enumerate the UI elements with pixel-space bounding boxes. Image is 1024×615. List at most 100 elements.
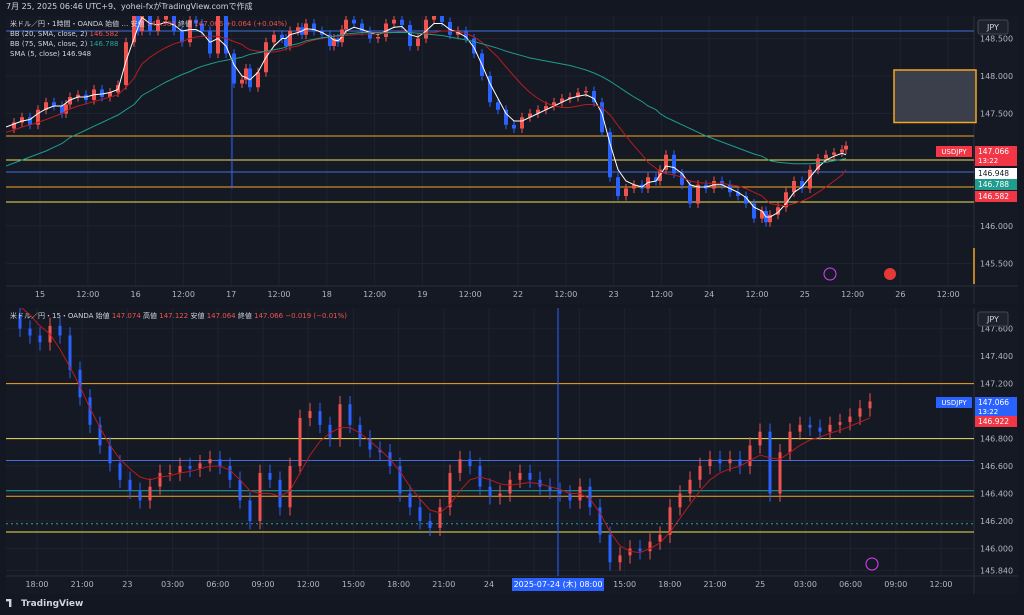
candle-body (520, 117, 524, 129)
legend-1h: 米ドル／円・1時間・OANDA 始値 … 安値 146.983 終値 147.0… (10, 19, 287, 59)
candle-body (188, 19, 192, 43)
candle-body (688, 479, 692, 494)
x-tick-label: 22 (513, 290, 523, 299)
tradingview-logo[interactable]: TradingView (6, 599, 83, 609)
price-label-bg (975, 397, 1017, 417)
x-tick-label: 12:00 (172, 290, 195, 299)
candle-body (552, 102, 556, 106)
candle-body (218, 459, 222, 467)
legend-ohlc-label: 始値 … 安値 (105, 20, 145, 28)
symbol-tag-label: USDJPY (941, 148, 967, 156)
candle-body (18, 314, 22, 329)
candle-body (248, 68, 252, 88)
candle-body (248, 500, 252, 522)
legend-open: 147.074 (111, 312, 141, 320)
candle-body (398, 466, 402, 494)
candle-body (844, 145, 848, 150)
candle-body (472, 38, 476, 54)
candle-body (788, 431, 792, 453)
price-label-bg (975, 179, 1017, 190)
candle-body (708, 459, 712, 467)
x-tick-label: 15:00 (613, 580, 636, 589)
price-label-value: 147.066 (978, 147, 1009, 156)
candle-body (118, 463, 122, 480)
chart-pane-15m[interactable]: 18:00 21:00 23 03:00 06:00 09:00 12:00 15:00 18:… (6, 308, 1018, 594)
candle-body (296, 27, 300, 31)
x-tick-label: 12:00 (363, 290, 386, 299)
candle-body (28, 117, 32, 125)
candle-body (78, 369, 82, 398)
symbol-tag-label: USDJPY (941, 399, 967, 407)
candle-body (378, 449, 382, 453)
candle-body (194, 19, 198, 24)
x-tick-label: 21:00 (703, 580, 726, 589)
candle-body (588, 486, 592, 508)
candle-body (338, 404, 342, 439)
candle-body (208, 459, 212, 464)
x-tick-label: 23 (609, 290, 619, 299)
x-tick-label: 12:00 (297, 580, 320, 589)
legend-high: 147.122 (159, 312, 189, 320)
candle-body (60, 106, 64, 114)
chart-svg-15m[interactable]: 18:00 21:00 23 03:00 06:00 09:00 12:00 15:00 18:… (6, 308, 1018, 594)
candle-body (440, 16, 444, 22)
chart-pane-1h[interactable]: 15 12:00 16 12:00 17 12:00 18 12:00 19 12:00 22 12:… (6, 16, 1018, 304)
candle-body (680, 173, 684, 185)
candle-body (868, 401, 872, 409)
candle-body (88, 397, 92, 425)
candle-body (344, 19, 348, 30)
candle-body (600, 102, 604, 133)
candle-body (648, 541, 652, 552)
price-label-value: 147.066 (978, 398, 1009, 407)
candle-body (798, 424, 802, 432)
candle-body (678, 493, 682, 508)
candle-body (768, 431, 772, 494)
price-label-countdown: 13:22 (978, 408, 998, 416)
candle-body (128, 479, 132, 491)
candle-body (504, 109, 508, 125)
x-tick-label: 18:00 (25, 580, 48, 589)
currency-box (977, 19, 1009, 35)
candle-body (538, 479, 542, 487)
candle-body (576, 92, 580, 97)
candle-body (536, 109, 540, 114)
chart-svg-1h[interactable]: 15 12:00 16 12:00 17 12:00 18 12:00 19 12:00 22 12:… (6, 16, 1018, 304)
candle-body (488, 76, 492, 103)
x-tick-label: 25 (800, 290, 810, 299)
candle-body (608, 132, 612, 178)
candle-body (352, 19, 356, 24)
legend-sma5-value: 146.948 (62, 50, 92, 58)
x-tick-label: 06:00 (206, 580, 229, 589)
legend-close-label: 終値 (178, 20, 193, 28)
candle-body (418, 507, 422, 522)
plot-background (6, 308, 1018, 594)
candle-body (824, 154, 828, 159)
x-tick-label: 26 (895, 290, 905, 299)
header-title: 7月 25, 2025 06:46 UTC+9、yohei-fxがTrading… (6, 2, 253, 11)
crosshair-time-bg (512, 578, 604, 591)
tradingview-logo-icon (6, 599, 12, 607)
x-tick-label: 06:00 (839, 580, 862, 589)
x-tick-label: 12:00 (650, 290, 673, 299)
candle-body (68, 97, 72, 105)
legend-symbol: 米ドル／円・15・OANDA (10, 312, 94, 320)
candle-body (654, 177, 658, 181)
indicator-line (6, 32, 847, 167)
candle-body (624, 188, 628, 196)
candle-body (58, 325, 62, 336)
candle-body (98, 424, 102, 446)
y-tick-label: 146.200 (980, 517, 1013, 526)
legend-15m: 米ドル／円・15・OANDA 始値 147.074 高値 147.122 安値 … (10, 311, 347, 321)
candle-body (368, 438, 372, 450)
currency-box (977, 311, 1009, 327)
candle-body (200, 23, 204, 31)
candle-body (416, 38, 420, 46)
candle-body (428, 521, 432, 528)
y-tick-label: 145.840 (980, 567, 1013, 576)
candle-body (760, 211, 764, 219)
x-tick-label: 12:00 (554, 290, 577, 299)
candle-body (818, 427, 822, 432)
candle-body (272, 34, 276, 43)
candle-body (448, 472, 452, 508)
x-tick-label: 18 (322, 290, 332, 299)
